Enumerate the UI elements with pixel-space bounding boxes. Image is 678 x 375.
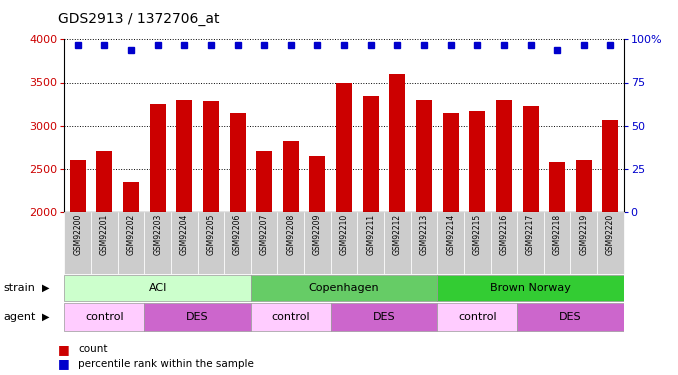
Bar bbox=[309, 156, 325, 212]
Bar bbox=[203, 102, 219, 212]
Bar bbox=[64, 303, 144, 331]
Bar bbox=[389, 74, 405, 212]
Text: GSM92217: GSM92217 bbox=[526, 214, 535, 255]
Bar bbox=[357, 212, 384, 274]
Text: GSM92207: GSM92207 bbox=[260, 214, 268, 255]
Text: control: control bbox=[458, 312, 496, 322]
Bar bbox=[70, 160, 85, 212]
Text: count: count bbox=[78, 345, 108, 354]
Text: GSM92203: GSM92203 bbox=[153, 214, 162, 255]
Bar bbox=[464, 212, 491, 274]
Text: ■: ■ bbox=[58, 343, 69, 356]
Bar bbox=[176, 100, 193, 212]
Bar bbox=[144, 212, 171, 274]
Text: GSM92212: GSM92212 bbox=[393, 214, 402, 255]
Bar bbox=[64, 212, 91, 274]
Text: GSM92214: GSM92214 bbox=[446, 214, 455, 255]
Text: ■: ■ bbox=[58, 357, 69, 370]
Text: GSM92205: GSM92205 bbox=[206, 214, 216, 255]
Bar bbox=[171, 212, 197, 274]
Text: GSM92213: GSM92213 bbox=[420, 214, 428, 255]
Bar bbox=[549, 162, 565, 212]
Text: percentile rank within the sample: percentile rank within the sample bbox=[78, 359, 254, 369]
Bar bbox=[64, 275, 251, 301]
Bar bbox=[277, 212, 304, 274]
Text: ▶: ▶ bbox=[42, 312, 50, 322]
Bar bbox=[144, 303, 251, 331]
Text: control: control bbox=[271, 312, 310, 322]
Bar bbox=[251, 212, 277, 274]
Bar bbox=[224, 212, 251, 274]
Text: strain: strain bbox=[3, 283, 35, 293]
Text: DES: DES bbox=[186, 312, 209, 322]
Bar bbox=[603, 120, 618, 212]
Bar bbox=[91, 212, 118, 274]
Bar bbox=[336, 83, 352, 212]
Text: GSM92215: GSM92215 bbox=[473, 214, 482, 255]
Bar bbox=[517, 303, 624, 331]
Text: GSM92200: GSM92200 bbox=[73, 214, 82, 255]
Bar bbox=[283, 141, 299, 212]
Bar bbox=[118, 212, 144, 274]
Bar bbox=[411, 212, 437, 274]
Text: GSM92219: GSM92219 bbox=[579, 214, 589, 255]
Bar bbox=[437, 303, 517, 331]
Text: GSM92218: GSM92218 bbox=[553, 214, 561, 255]
Bar bbox=[576, 160, 592, 212]
Bar bbox=[197, 212, 224, 274]
Text: GSM92201: GSM92201 bbox=[100, 214, 109, 255]
Bar bbox=[437, 212, 464, 274]
Text: agent: agent bbox=[3, 312, 36, 322]
Bar bbox=[251, 275, 437, 301]
Bar bbox=[570, 212, 597, 274]
Bar bbox=[416, 100, 432, 212]
Bar bbox=[544, 212, 570, 274]
Text: DES: DES bbox=[559, 312, 582, 322]
Bar bbox=[331, 303, 437, 331]
Bar bbox=[517, 212, 544, 274]
Text: GSM92216: GSM92216 bbox=[500, 214, 508, 255]
Text: ACI: ACI bbox=[148, 283, 167, 293]
Bar bbox=[230, 112, 245, 212]
Bar bbox=[523, 106, 538, 212]
Text: ▶: ▶ bbox=[42, 283, 50, 293]
Text: GSM92210: GSM92210 bbox=[340, 214, 348, 255]
Bar bbox=[437, 275, 624, 301]
Text: Copenhagen: Copenhagen bbox=[308, 283, 380, 293]
Bar bbox=[597, 212, 624, 274]
Bar bbox=[256, 152, 272, 212]
Bar bbox=[496, 100, 512, 212]
Text: GSM92202: GSM92202 bbox=[127, 214, 136, 255]
Text: GSM92220: GSM92220 bbox=[606, 214, 615, 255]
Text: GSM92208: GSM92208 bbox=[286, 214, 296, 255]
Text: control: control bbox=[85, 312, 123, 322]
Bar bbox=[331, 212, 357, 274]
Bar bbox=[443, 112, 458, 212]
Bar bbox=[491, 212, 517, 274]
Text: GSM92211: GSM92211 bbox=[366, 214, 375, 255]
Text: DES: DES bbox=[373, 312, 395, 322]
Bar bbox=[384, 212, 411, 274]
Text: GSM92204: GSM92204 bbox=[180, 214, 188, 255]
Bar bbox=[469, 111, 485, 212]
Bar bbox=[150, 104, 165, 212]
Bar bbox=[96, 152, 113, 212]
Bar bbox=[123, 182, 139, 212]
Bar bbox=[251, 303, 331, 331]
Text: GSM92209: GSM92209 bbox=[313, 214, 322, 255]
Bar bbox=[363, 96, 379, 212]
Text: Brown Norway: Brown Norway bbox=[490, 283, 571, 293]
Text: GSM92206: GSM92206 bbox=[233, 214, 242, 255]
Text: GDS2913 / 1372706_at: GDS2913 / 1372706_at bbox=[58, 12, 219, 26]
Bar bbox=[304, 212, 331, 274]
